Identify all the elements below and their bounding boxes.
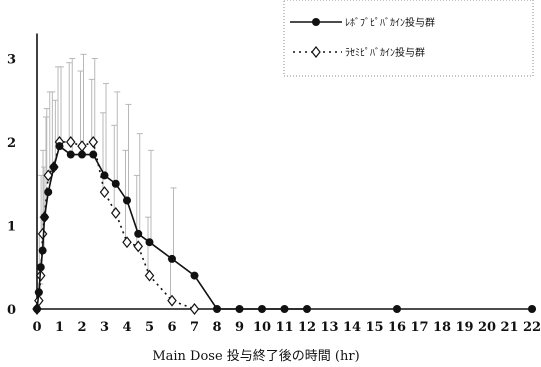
x-tick-label: 17 bbox=[410, 320, 428, 335]
legend-label-levo: ﾚﾎﾞﾌﾞﾋﾟﾊﾞｶｲﾝ投与群 bbox=[345, 16, 435, 29]
x-tick-label: 16 bbox=[388, 320, 406, 335]
y-tick-label: 1 bbox=[7, 220, 16, 235]
x-tick-label: 12 bbox=[298, 320, 316, 335]
x-tick-label: 9 bbox=[235, 320, 244, 335]
x-tick-label: 21 bbox=[500, 320, 518, 335]
legend: ﾚﾎﾞﾌﾞﾋﾟﾊﾞｶｲﾝ投与群 ﾗｾﾐﾋﾟﾊﾞｶｲﾝ投与群 bbox=[283, 0, 534, 77]
x-tick-label: 18 bbox=[433, 320, 451, 335]
data-point-race bbox=[189, 303, 200, 315]
x-tick-label: 4 bbox=[122, 320, 131, 335]
data-point-levo bbox=[303, 305, 311, 313]
x-tick-label: 13 bbox=[320, 320, 338, 335]
data-point-levo bbox=[190, 271, 199, 280]
data-point-levo bbox=[100, 171, 109, 180]
data-point-levo bbox=[134, 229, 143, 238]
data-point-levo bbox=[213, 305, 221, 313]
x-axis-label: Main Dose 投与終了後の時間 (hr) bbox=[152, 348, 359, 364]
x-tick-label: 2 bbox=[77, 320, 86, 335]
data-point-race bbox=[43, 169, 54, 182]
x-tick-label: 11 bbox=[275, 320, 293, 335]
x-tick-label: 19 bbox=[455, 320, 473, 335]
data-point-levo bbox=[168, 254, 176, 263]
legend-box bbox=[283, 0, 534, 77]
legend-marker-levo bbox=[312, 18, 320, 26]
data-point-levo bbox=[36, 263, 45, 272]
data-point-levo bbox=[44, 188, 53, 197]
data-point-levo bbox=[55, 142, 64, 151]
y-tick-label: 0 bbox=[7, 303, 16, 318]
x-tick-label: 20 bbox=[478, 320, 496, 335]
legend-label-race: ﾗｾﾐﾋﾟﾊﾞｶｲﾝ投与群 bbox=[345, 46, 425, 59]
data-point-race bbox=[167, 294, 177, 307]
x-tick-label: 1 bbox=[55, 320, 64, 335]
data-point-levo bbox=[33, 305, 41, 313]
data-point-race bbox=[133, 240, 144, 253]
series-line-levo bbox=[36, 144, 307, 310]
data-point-levo bbox=[40, 213, 49, 222]
data-point-levo bbox=[89, 150, 98, 159]
x-tick-label: 3 bbox=[100, 320, 109, 335]
y-tick-label: 3 bbox=[7, 53, 16, 68]
x-tick-label: 6 bbox=[167, 320, 176, 335]
data-point-levo bbox=[235, 305, 244, 313]
data-point-race bbox=[122, 236, 132, 249]
y-tick-label: 2 bbox=[7, 136, 16, 151]
series-line-race bbox=[36, 140, 195, 310]
error-bars bbox=[34, 53, 177, 301]
data-point-levo bbox=[49, 163, 58, 172]
x-tick-label: 5 bbox=[145, 320, 154, 335]
data-point-levo bbox=[528, 305, 536, 313]
x-tick-label: 10 bbox=[253, 320, 271, 335]
data-point-levo bbox=[66, 150, 75, 159]
legend-marker-race bbox=[311, 46, 321, 58]
data-point-levo bbox=[393, 305, 401, 313]
data-point-levo bbox=[34, 288, 43, 297]
data-point-levo bbox=[38, 246, 47, 255]
data-point-levo bbox=[258, 305, 266, 313]
data-point-levo bbox=[111, 179, 120, 188]
x-tick-label: 0 bbox=[32, 320, 41, 335]
data-point-race bbox=[110, 207, 121, 219]
series-layer bbox=[32, 136, 536, 315]
data-point-race bbox=[65, 136, 76, 148]
data-point-race bbox=[144, 269, 155, 282]
x-tick-label: 7 bbox=[190, 320, 199, 335]
x-tick-label: 15 bbox=[365, 320, 383, 335]
x-tick-label: 22 bbox=[523, 320, 541, 335]
data-point-levo bbox=[280, 305, 289, 313]
data-point-race bbox=[99, 186, 110, 199]
x-tick-label: 14 bbox=[343, 320, 361, 335]
x-tick-label: 8 bbox=[212, 320, 221, 335]
data-point-race bbox=[77, 140, 87, 153]
data-point-levo bbox=[123, 196, 131, 205]
data-point-race bbox=[88, 136, 99, 148]
data-point-levo bbox=[145, 238, 154, 247]
data-point-levo bbox=[78, 150, 86, 159]
